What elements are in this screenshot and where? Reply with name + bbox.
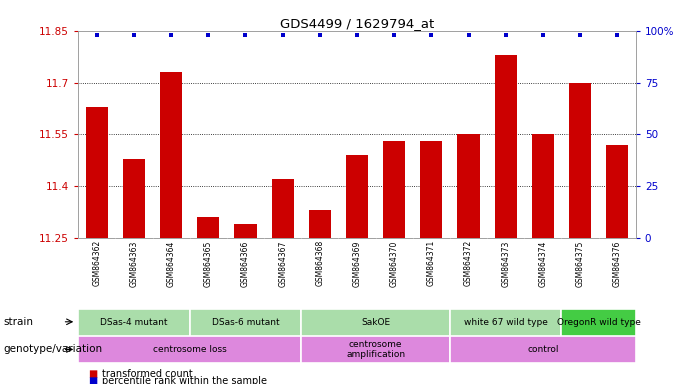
Text: OregonR wild type: OregonR wild type (557, 318, 641, 327)
Bar (532, 134, 554, 238)
Bar (271, 179, 294, 238)
Bar (190, 309, 301, 336)
Text: GSM864363: GSM864363 (129, 240, 139, 286)
Text: GSM864367: GSM864367 (278, 240, 287, 286)
Bar (301, 336, 450, 363)
Bar (235, 224, 256, 238)
Text: percentile rank within the sample: percentile rank within the sample (102, 376, 267, 384)
Bar (160, 72, 182, 238)
Text: ■: ■ (88, 376, 98, 384)
Text: GSM864372: GSM864372 (464, 240, 473, 286)
Bar (197, 217, 220, 238)
Text: GSM864370: GSM864370 (390, 240, 398, 286)
Bar (383, 141, 405, 238)
Bar (562, 309, 636, 336)
Bar (346, 155, 368, 238)
Bar (494, 55, 517, 238)
Text: SakOE: SakOE (361, 318, 390, 327)
Text: GSM864368: GSM864368 (316, 240, 324, 286)
Text: DSas-6 mutant: DSas-6 mutant (211, 318, 279, 327)
Text: GSM864375: GSM864375 (575, 240, 585, 286)
Bar (420, 141, 443, 238)
Bar (606, 145, 628, 238)
Text: centrosome
amplification: centrosome amplification (346, 340, 405, 359)
Bar (301, 309, 450, 336)
Bar (309, 210, 331, 238)
Title: GDS4499 / 1629794_at: GDS4499 / 1629794_at (280, 17, 434, 30)
Bar (78, 336, 301, 363)
Text: GSM864364: GSM864364 (167, 240, 175, 286)
Text: GSM864362: GSM864362 (92, 240, 101, 286)
Text: control: control (527, 345, 558, 354)
Bar (86, 107, 108, 238)
Text: genotype/variation: genotype/variation (3, 344, 103, 354)
Text: DSas-4 mutant: DSas-4 mutant (100, 318, 168, 327)
Text: transformed count: transformed count (102, 369, 192, 379)
Text: GSM864371: GSM864371 (427, 240, 436, 286)
Bar (123, 159, 145, 238)
Bar (450, 309, 562, 336)
Text: white 67 wild type: white 67 wild type (464, 318, 547, 327)
Text: GSM864374: GSM864374 (539, 240, 547, 286)
Bar (569, 83, 591, 238)
Bar (450, 336, 636, 363)
Text: GSM864376: GSM864376 (613, 240, 622, 286)
Text: GSM864365: GSM864365 (204, 240, 213, 286)
Text: strain: strain (3, 317, 33, 327)
Text: ■: ■ (88, 369, 98, 379)
Text: GSM864366: GSM864366 (241, 240, 250, 286)
Text: centrosome loss: centrosome loss (153, 345, 226, 354)
Bar (78, 309, 190, 336)
Text: GSM864369: GSM864369 (352, 240, 362, 286)
Text: GSM864373: GSM864373 (501, 240, 510, 286)
Bar (458, 134, 479, 238)
